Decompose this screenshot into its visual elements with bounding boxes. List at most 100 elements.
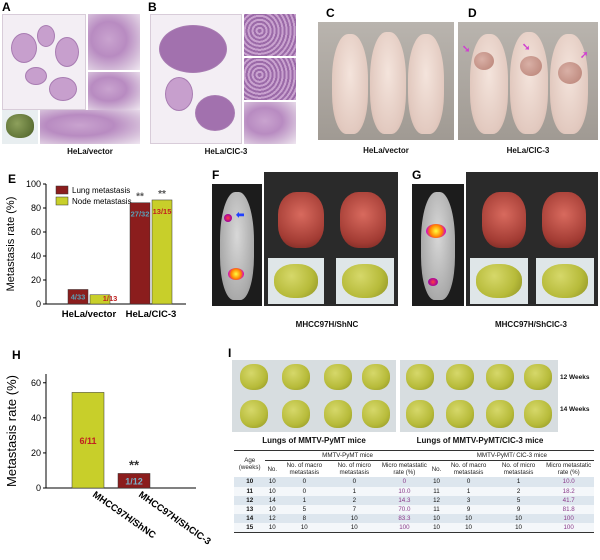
col-header: No. of macro metastasis — [450, 462, 487, 477]
legend-entry: Lung metastasis — [72, 186, 130, 195]
legend-swatch — [55, 196, 69, 206]
bioluminescence-signal — [224, 214, 232, 222]
y-axis-label: Metastasis rate (%) — [5, 197, 17, 292]
panel-a-histology-overview — [2, 14, 86, 110]
panel-c-mice-photo — [318, 22, 454, 140]
panel-g-caption: MHCC97H/ShClC-3 — [494, 320, 567, 329]
panel-a-histology-lower — [40, 110, 140, 144]
tumor — [520, 56, 542, 76]
group-header-right: MMTV-PyMT/ ClC-3 mice — [429, 449, 594, 462]
lung-specimen — [486, 364, 514, 390]
panel-a-histology-zoom-bottom — [88, 72, 140, 110]
lung-lobe — [55, 37, 79, 67]
tumor — [474, 52, 494, 70]
panel-h-bar-chart: 0 20 40 60 Metastasis rate (%) 6/11 MHCC97H/Sh… — [4, 374, 213, 548]
y-tick-label: 0 — [36, 483, 41, 493]
data-label: 13/15 — [153, 207, 172, 216]
lung-specimen — [240, 400, 268, 428]
panel-label-f: F — [212, 168, 220, 182]
row-label-14-weeks: 14 Weeks — [560, 406, 590, 413]
table-cell: 10 — [279, 523, 330, 534]
data-label: 1/12 — [125, 477, 143, 487]
table-cell: 10 — [429, 477, 444, 487]
panel-i-caption-right: Lungs of MMTV-PyMT/ClC-3 mice — [416, 436, 544, 445]
bar — [67, 289, 89, 305]
table-cell: 10 — [265, 504, 280, 514]
table-cell: 14 — [265, 495, 280, 505]
lung-specimen — [524, 364, 552, 390]
table-cell: 70.0 — [379, 504, 430, 514]
lung-inset — [268, 258, 324, 304]
lung-specimen — [476, 264, 522, 298]
col-header: Micro metastatic rate (%) — [546, 462, 592, 477]
panel-label-d: D — [468, 6, 477, 20]
table-row: 15 10 10 10 100 10 10 10 100 — [234, 523, 594, 534]
table-cell: 100 — [379, 523, 430, 534]
panel-label-a: A — [2, 0, 11, 14]
significance-marker: ** — [158, 189, 166, 200]
table-cell: 2 — [329, 495, 380, 505]
mouse — [421, 192, 455, 300]
row-label-12-weeks: 12 Weeks — [560, 374, 590, 381]
table-cell: 5 — [279, 504, 330, 514]
y-tick-label: 20 — [31, 275, 41, 285]
organ — [340, 192, 386, 248]
panel-d-caption: HeLa/ClC-3 — [506, 146, 550, 155]
y-tick-label: 60 — [31, 378, 41, 388]
significance-marker: ** — [136, 192, 144, 203]
lung-lobe — [11, 33, 37, 63]
table-cell: 11 — [429, 486, 444, 496]
arrow-icon: ⬅ — [236, 210, 245, 221]
table-cell: 10 — [493, 523, 544, 534]
table-cell: 11 — [429, 504, 444, 514]
table-cell: 15 — [234, 523, 266, 534]
lung-lobe — [159, 25, 227, 73]
lung-specimen — [274, 264, 318, 298]
table-cell: 81.8 — [543, 504, 594, 514]
panel-label-b: B — [148, 0, 157, 14]
table-cell: 10 — [265, 486, 280, 496]
col-header: No. of micro metastasis — [337, 462, 371, 477]
col-header: No. of macro metastasis — [286, 462, 323, 477]
panel-i-lungs-pymt-clc3 — [400, 360, 558, 432]
table-cell: 1 — [493, 477, 544, 487]
panel-label-i: I — [228, 346, 232, 360]
panel-i-caption-left: Lungs of MMTV-PyMT mice — [262, 436, 366, 445]
panel-b-histology-zoom-bottom — [244, 102, 296, 144]
panel-label-g: G — [412, 168, 422, 182]
col-header: Micro metastatic rate (%) — [381, 462, 427, 477]
table-cell: 41.7 — [543, 495, 594, 505]
mouse — [550, 34, 588, 134]
table-cell: 10 — [329, 513, 380, 523]
metastasis-table: Age (weeks) MMTV-PyMT mice MMTV-PyMT/ Cl… — [234, 449, 594, 534]
table-cell: 0 — [329, 477, 380, 487]
y-tick-label: 40 — [31, 413, 41, 423]
data-label: 4/33 — [71, 293, 86, 302]
table-cell: 9 — [493, 504, 544, 514]
lung-specimen — [406, 400, 434, 428]
table-cell: 10 — [443, 513, 494, 523]
col-header-age: Age (weeks) — [234, 450, 266, 478]
panel-label-c: C — [326, 6, 335, 20]
bar — [151, 199, 173, 305]
lung-specimen — [486, 400, 514, 428]
tumor — [558, 62, 582, 84]
x-tick-label: HeLa/vector — [62, 309, 117, 320]
table-cell: 12 — [429, 495, 444, 505]
lung-lobe — [49, 77, 77, 101]
lung-lobe — [37, 25, 55, 47]
table-cell: 10 — [493, 513, 544, 523]
table-cell: 10 — [429, 513, 444, 523]
lung-specimen — [324, 364, 352, 390]
table-row: 12 14 1 2 14.3 12 3 5 41.7 — [234, 495, 594, 505]
legend-entry: Node metastasis — [72, 197, 132, 206]
table-cell: 100 — [543, 513, 594, 523]
lung-specimen — [324, 400, 352, 428]
y-tick-label: 20 — [31, 448, 41, 458]
mouse — [332, 34, 368, 134]
table-cell: 10.0 — [379, 486, 430, 496]
table-cell: 10 — [234, 477, 266, 487]
y-tick-label: 60 — [31, 227, 41, 237]
lung-specimen — [542, 264, 588, 298]
panel-f-imaging-photo: ⬅ — [212, 184, 262, 306]
